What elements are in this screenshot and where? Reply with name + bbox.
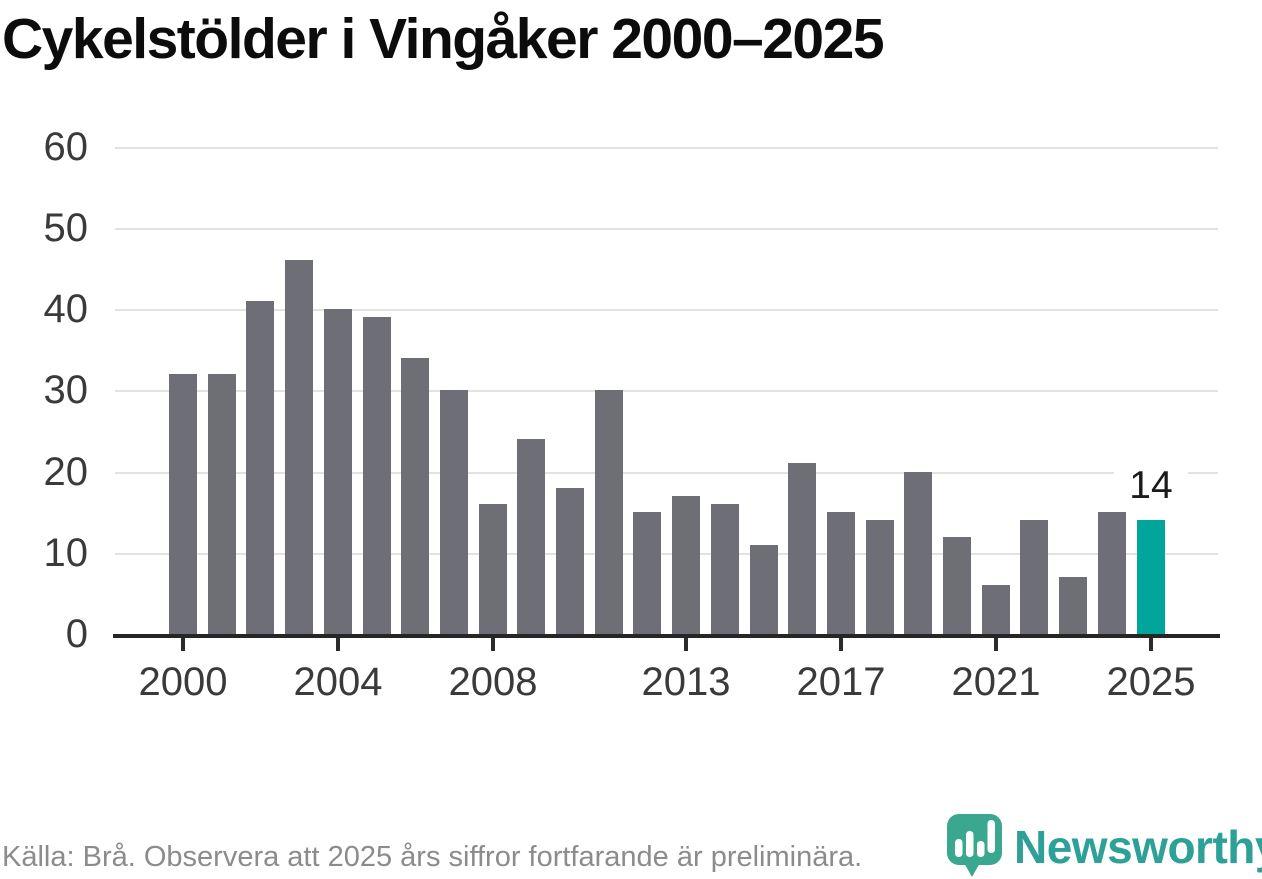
bar-2010 xyxy=(556,488,584,634)
x-axis-label-2004: 2004 xyxy=(293,660,383,704)
y-axis-label: 40 xyxy=(43,287,89,331)
x-axis-tick-2000 xyxy=(181,638,185,651)
bar-2017 xyxy=(827,512,855,634)
bar-2020 xyxy=(943,537,971,634)
y-axis-label: 30 xyxy=(43,368,89,412)
gridline-y-50 xyxy=(115,228,1218,230)
bar-2021 xyxy=(982,585,1010,634)
bar-2001 xyxy=(208,374,236,634)
bar-2002 xyxy=(246,301,274,634)
bar-2004 xyxy=(324,309,352,634)
y-axis-label: 60 xyxy=(43,125,89,169)
bar-2005 xyxy=(363,317,391,634)
bar-chart: 0 10 20 30 40 50 60 2000 2004 2008 2013 2017 2021 202… xyxy=(43,125,1220,704)
gridline-y-30 xyxy=(115,390,1218,392)
bar-2019 xyxy=(904,472,932,634)
gridline-y-10 xyxy=(115,553,1218,555)
x-axis-tick-2013 xyxy=(684,638,688,651)
bar-value-label: 14 xyxy=(1114,466,1188,506)
x-axis-label-2021: 2021 xyxy=(951,660,1041,704)
bar-2007 xyxy=(440,390,468,634)
gridline-y-20 xyxy=(115,472,1218,474)
bar-2009 xyxy=(517,439,545,634)
x-axis-label-2025: 2025 xyxy=(1106,660,1196,704)
gridline-y-60 xyxy=(115,147,1218,149)
bar-2003 xyxy=(285,260,313,634)
bar-2012 xyxy=(633,512,661,634)
y-axis-label: 50 xyxy=(43,206,89,250)
y-axis-label: 20 xyxy=(43,450,89,494)
gridline-y-40 xyxy=(115,309,1218,311)
x-axis-label-2000: 2000 xyxy=(138,660,228,704)
bar-2024 xyxy=(1098,512,1126,634)
y-axis-label: 0 xyxy=(65,612,88,656)
x-axis-tick-2008 xyxy=(491,638,495,651)
x-axis-label-2017: 2017 xyxy=(796,660,886,704)
bar-2025-highlighted xyxy=(1137,520,1165,634)
source-note: Källa: Brå. Observera att 2025 års siffr… xyxy=(2,841,863,873)
bar-2006 xyxy=(401,358,429,634)
bar-2023 xyxy=(1059,577,1087,634)
x-axis-tick-2025 xyxy=(1149,638,1153,651)
bar-2011 xyxy=(595,390,623,634)
bar-2015 xyxy=(750,545,778,634)
x-axis-tick-2017 xyxy=(839,638,843,651)
x-axis-tick-2004 xyxy=(336,638,340,651)
x-axis-label-2013: 2013 xyxy=(641,660,731,704)
x-axis-label-2008: 2008 xyxy=(448,660,538,704)
bar-2016 xyxy=(788,463,816,634)
bar-2000 xyxy=(169,374,197,634)
bar-2014 xyxy=(711,504,739,634)
bar-2022 xyxy=(1020,520,1048,634)
bar-2018 xyxy=(866,520,894,634)
newsworthy-logo: Newsworthy xyxy=(946,813,1262,879)
newsworthy-logo-text: Newsworthy xyxy=(1014,821,1262,873)
bar-2013 xyxy=(672,496,700,634)
page-title: Cykelstölder i Vingåker 2000–2025 xyxy=(2,7,885,71)
x-axis-tick-2021 xyxy=(994,638,998,651)
x-axis-line xyxy=(113,634,1220,638)
bar-2008 xyxy=(479,504,507,634)
newsworthy-bar-chart-bubble-icon xyxy=(947,814,1002,877)
y-axis-label: 10 xyxy=(43,531,89,575)
